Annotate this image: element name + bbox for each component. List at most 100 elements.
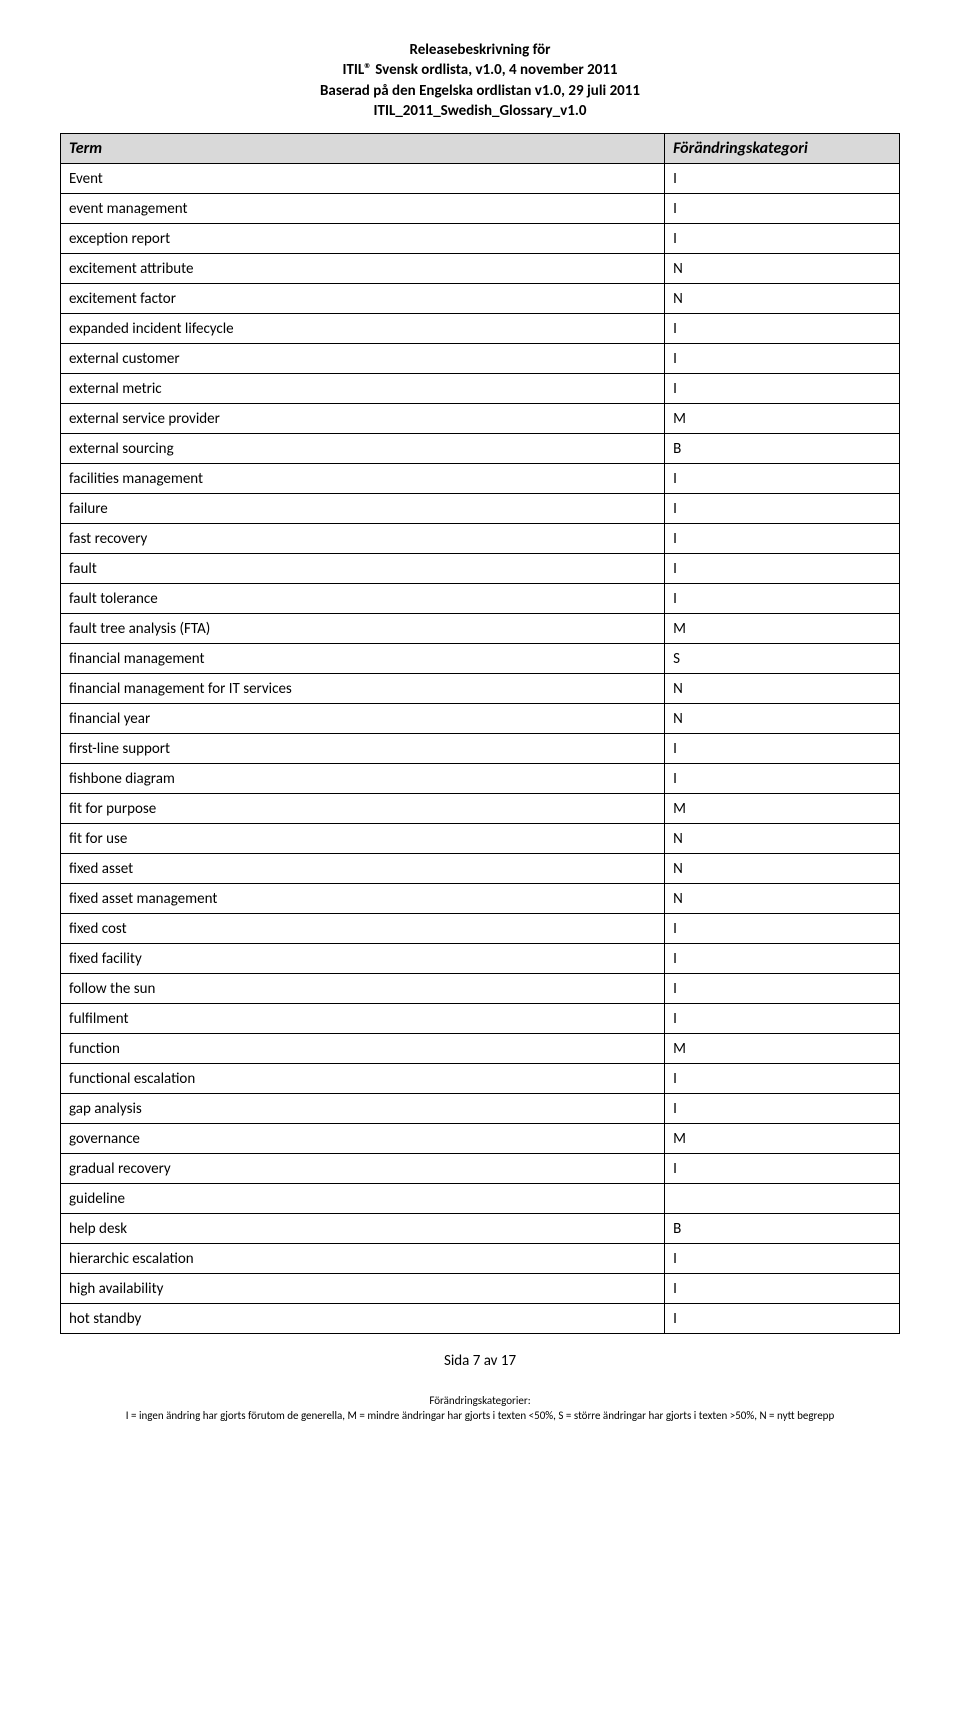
table-row: excitement attributeN [61, 254, 900, 284]
table-row: fixed asset managementN [61, 884, 900, 914]
table-row: gap analysisI [61, 1094, 900, 1124]
category-cell: I [665, 734, 900, 764]
category-cell: S [665, 644, 900, 674]
table-row: external sourcingB [61, 434, 900, 464]
term-cell: high availability [61, 1274, 665, 1304]
category-cell: I [665, 554, 900, 584]
term-cell: failure [61, 494, 665, 524]
table-header-row: Term Förändringskategori [61, 134, 900, 164]
category-cell: I [665, 464, 900, 494]
header-line-1: Releasebeskrivning för [60, 40, 900, 60]
term-cell: functional escalation [61, 1064, 665, 1094]
term-cell: hot standby [61, 1304, 665, 1334]
term-cell: fixed facility [61, 944, 665, 974]
category-cell: I [665, 1094, 900, 1124]
term-cell: fault tree analysis (FTA) [61, 614, 665, 644]
table-row: fishbone diagramI [61, 764, 900, 794]
category-cell: M [665, 614, 900, 644]
legend-title: Förändringskategorier: [60, 1394, 900, 1407]
category-cell: I [665, 764, 900, 794]
table-row: expanded incident lifecycleI [61, 314, 900, 344]
category-cell: M [665, 1124, 900, 1154]
table-row: fixed assetN [61, 854, 900, 884]
table-row: guideline [61, 1184, 900, 1214]
term-cell: expanded incident lifecycle [61, 314, 665, 344]
category-cell: I [665, 974, 900, 1004]
term-cell: fixed asset management [61, 884, 665, 914]
table-row: follow the sunI [61, 974, 900, 1004]
category-cell: M [665, 1034, 900, 1064]
column-header-category: Förändringskategori [665, 134, 900, 164]
term-cell: fast recovery [61, 524, 665, 554]
category-cell: I [665, 1244, 900, 1274]
category-cell: B [665, 434, 900, 464]
term-cell: fault tolerance [61, 584, 665, 614]
term-cell: fishbone diagram [61, 764, 665, 794]
category-cell: I [665, 494, 900, 524]
category-cell: I [665, 1154, 900, 1184]
table-body: EventIevent managementIexception reportI… [61, 164, 900, 1334]
category-cell: I [665, 1274, 900, 1304]
table-row: fault tree analysis (FTA)M [61, 614, 900, 644]
table-row: high availabilityI [61, 1274, 900, 1304]
term-cell: external customer [61, 344, 665, 374]
legend-text: I = ingen ändring har gjorts förutom de … [60, 1409, 900, 1422]
term-cell: event management [61, 194, 665, 224]
category-cell: I [665, 314, 900, 344]
table-row: excitement factorN [61, 284, 900, 314]
table-row: fulfilmentI [61, 1004, 900, 1034]
category-cell: I [665, 344, 900, 374]
category-cell: I [665, 944, 900, 974]
term-cell: function [61, 1034, 665, 1064]
term-cell: fulfilment [61, 1004, 665, 1034]
glossary-table: Term Förändringskategori EventIevent man… [60, 133, 900, 1334]
table-row: financial managementS [61, 644, 900, 674]
term-cell: excitement factor [61, 284, 665, 314]
category-cell: I [665, 224, 900, 254]
term-cell: facilities management [61, 464, 665, 494]
term-cell: guideline [61, 1184, 665, 1214]
table-row: exception reportI [61, 224, 900, 254]
category-cell: N [665, 704, 900, 734]
category-cell: M [665, 404, 900, 434]
category-cell: N [665, 674, 900, 704]
column-header-term: Term [61, 134, 665, 164]
term-cell: fault [61, 554, 665, 584]
table-row: hierarchic escalationI [61, 1244, 900, 1274]
term-cell: external metric [61, 374, 665, 404]
term-cell: excitement attribute [61, 254, 665, 284]
table-row: functional escalationI [61, 1064, 900, 1094]
table-row: fixed costI [61, 914, 900, 944]
category-cell: I [665, 524, 900, 554]
term-cell: hierarchic escalation [61, 1244, 665, 1274]
table-row: external service providerM [61, 404, 900, 434]
table-row: fixed facilityI [61, 944, 900, 974]
category-cell: N [665, 284, 900, 314]
document-header: Releasebeskrivning för ITIL® Svensk ordl… [60, 40, 900, 121]
table-row: failureI [61, 494, 900, 524]
table-row: financial management for IT servicesN [61, 674, 900, 704]
header-line-4: ITIL_2011_Swedish_Glossary_v1.0 [60, 101, 900, 121]
table-row: fit for purposeM [61, 794, 900, 824]
table-row: functionM [61, 1034, 900, 1064]
term-cell: external service provider [61, 404, 665, 434]
header-line-2: ITIL® Svensk ordlista, v1.0, 4 november … [60, 60, 900, 80]
term-cell: financial management [61, 644, 665, 674]
category-cell: N [665, 884, 900, 914]
term-cell: financial management for IT services [61, 674, 665, 704]
category-cell: I [665, 1064, 900, 1094]
term-cell: gap analysis [61, 1094, 665, 1124]
category-cell: I [665, 164, 900, 194]
table-row: fit for useN [61, 824, 900, 854]
header-line-3: Baserad på den Engelska ordlistan v1.0, … [60, 81, 900, 101]
category-cell: N [665, 824, 900, 854]
table-row: first-line supportI [61, 734, 900, 764]
table-row: event managementI [61, 194, 900, 224]
term-cell: external sourcing [61, 434, 665, 464]
category-cell: N [665, 254, 900, 284]
category-cell [665, 1184, 900, 1214]
table-row: EventI [61, 164, 900, 194]
table-row: facilities managementI [61, 464, 900, 494]
table-row: faultI [61, 554, 900, 584]
term-cell: fit for use [61, 824, 665, 854]
